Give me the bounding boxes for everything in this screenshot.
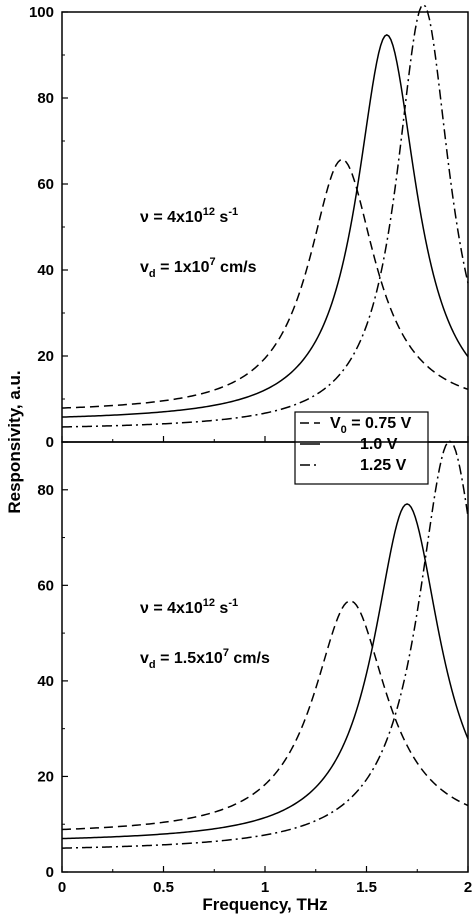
y-tick-label-top: 100 [29, 4, 54, 21]
y-tick-label-bottom: 20 [37, 768, 54, 785]
y-tick-label-top: 60 [37, 176, 54, 193]
x-tick-label: 1.5 [356, 879, 377, 896]
y-tick-label-bottom: 80 [37, 482, 54, 499]
legend-label-0: V0 = 0.75 V [330, 415, 412, 436]
legend-label-2: 1.25 V [360, 457, 407, 474]
x-tick-label: 0 [58, 879, 66, 896]
annotation-frequency-top: ν = 4x1012 s-1 [140, 206, 238, 226]
x-tick-label: 2 [464, 879, 472, 896]
annotation-drift-velocity-top: vd = 1x107 cm/s [140, 256, 257, 280]
y-tick-label-bottom: 0 [46, 864, 54, 881]
series-line-bottom-0 [61, 600, 469, 831]
y-tick-label-bottom: 60 [37, 577, 54, 594]
series-line-top-0 [61, 158, 469, 409]
x-axis-title: Frequency, THz [202, 895, 327, 914]
series-line-top-1 [61, 34, 469, 418]
y-tick-label-top: 40 [37, 262, 54, 279]
y-tick-label-bottom: 40 [37, 673, 54, 690]
legend-box [294, 411, 429, 485]
y-tick-label-top: 20 [37, 348, 54, 365]
x-tick-label: 0.5 [153, 879, 174, 896]
annotation-drift-velocity-bottom: vd = 1.5x107 cm/s [140, 647, 270, 671]
legend-label-1: 1.0 V [360, 436, 398, 453]
plot-frame-top [61, 11, 469, 443]
y-tick-label-top: 0 [46, 434, 54, 451]
series-line-top-2 [61, 3, 469, 428]
series-line-bottom-1 [61, 503, 469, 840]
y-tick-label-top: 80 [37, 90, 54, 107]
y-axis-title: Responsivity, a.u. [5, 370, 24, 513]
annotation-frequency-bottom: ν = 4x1012 s-1 [140, 597, 238, 617]
series-line-bottom-2 [61, 440, 469, 849]
x-tick-label: 1 [261, 879, 269, 896]
